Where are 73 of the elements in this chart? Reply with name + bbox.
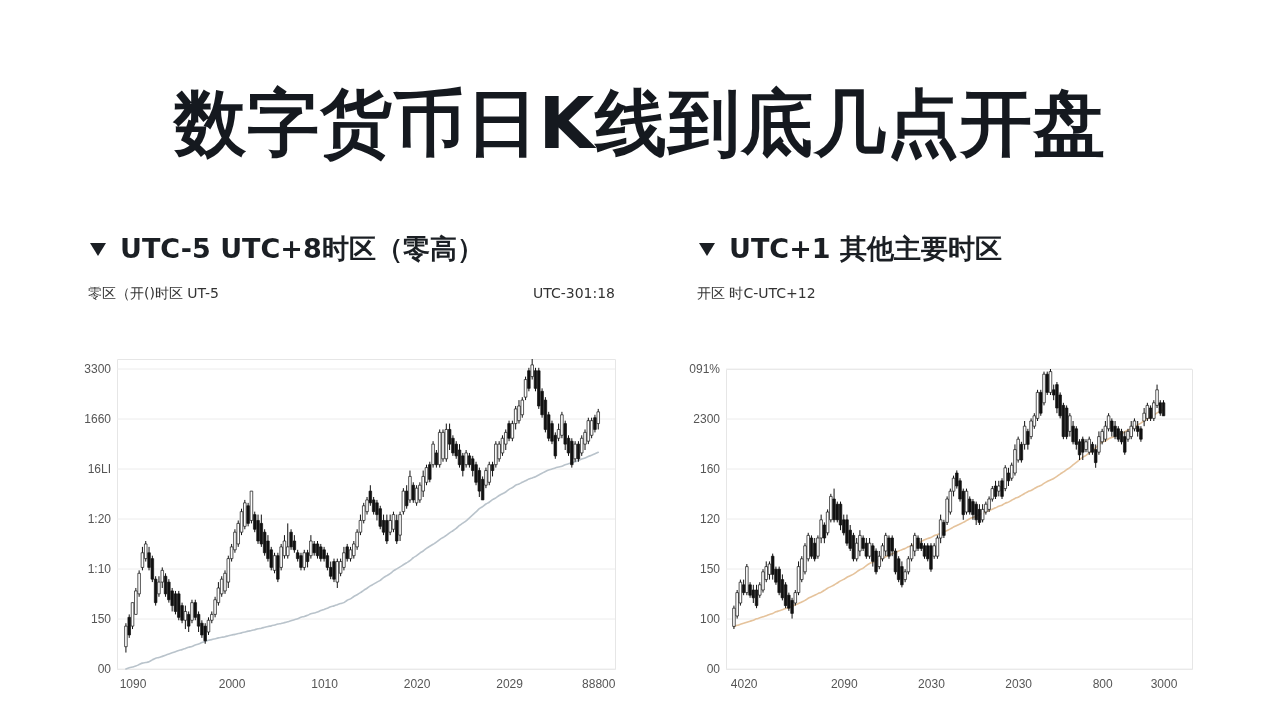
candlestick	[183, 605, 188, 630]
candlestick	[177, 590, 181, 621]
text: 1:20	[87, 512, 112, 526]
x-tick-label: 2090	[830, 676, 858, 691]
candlestick	[767, 560, 772, 581]
candlestick	[1048, 368, 1053, 396]
chart-subtitle: 开区 时C-UTC+12	[697, 284, 816, 303]
candlestick	[777, 566, 781, 596]
candlestick	[570, 437, 574, 469]
x-tick-label: 2000	[218, 676, 246, 691]
candlestick	[751, 584, 755, 604]
text: 091%	[689, 362, 721, 376]
candlestick	[838, 501, 843, 531]
text: 160	[699, 462, 721, 476]
chart-title: UTC-5 UTC+8时区（零高）	[120, 232, 484, 266]
text: 150	[699, 562, 721, 576]
text: UTC-301:18	[532, 284, 615, 303]
candlestick	[1110, 417, 1114, 438]
candlestick	[974, 501, 978, 526]
candlestick	[1006, 467, 1011, 487]
candlestick	[832, 488, 836, 523]
chart-title: UTC+1 其他主要时区	[729, 232, 1002, 266]
text: 150	[90, 612, 112, 626]
candlestick	[964, 488, 969, 516]
candlestick	[977, 503, 982, 526]
text: 120	[699, 512, 721, 526]
candlestick	[1142, 407, 1146, 427]
candlestick	[968, 495, 972, 516]
candlestick	[173, 590, 178, 615]
chart-subtitle: 零区（开()时区 UT-5	[88, 284, 219, 303]
text: 00	[97, 662, 112, 676]
x-tick-label: 1090	[119, 676, 147, 691]
x-tick-label: 2020	[403, 676, 431, 691]
x-tick-label: 88800	[582, 676, 616, 691]
text: 1660	[84, 412, 112, 426]
candlestick	[887, 534, 891, 560]
text: 1:10	[87, 562, 112, 576]
x-tick-label: 1010	[311, 676, 339, 691]
candlestick	[1113, 420, 1117, 440]
candlestick	[256, 514, 260, 545]
candlestick	[286, 522, 290, 560]
candlestick	[573, 440, 577, 463]
candlestick	[771, 553, 775, 581]
x-tick-label: 2030	[1005, 676, 1033, 691]
candlestick	[517, 399, 521, 425]
candlestick	[589, 417, 594, 439]
candlestick	[385, 514, 389, 545]
candlestick	[971, 498, 975, 521]
text: 2300	[693, 412, 721, 426]
candlestick	[395, 514, 399, 545]
candlestick	[845, 514, 849, 547]
x-tick-label: 800	[1092, 676, 1113, 691]
text: 00	[706, 662, 721, 676]
candlestick	[884, 532, 888, 557]
candlestick	[874, 547, 878, 575]
x-tick-label: 2030	[918, 676, 946, 691]
candlestick	[414, 484, 419, 507]
text: 数字货币日K线到底几点开盘	[172, 80, 1108, 167]
candlestick	[487, 461, 491, 486]
text: 3300	[84, 362, 112, 376]
candlestick	[835, 501, 839, 523]
text: 100	[699, 612, 721, 626]
candlestick	[335, 558, 339, 589]
text: 16LI	[87, 462, 111, 476]
candlestick	[596, 408, 600, 430]
candlestick	[1129, 420, 1133, 440]
candlestick	[864, 537, 869, 560]
x-tick-label: 2029	[496, 676, 524, 691]
x-tick-label: 3000	[1150, 676, 1178, 691]
x-tick-label: 4020	[730, 676, 758, 691]
candlestick	[813, 537, 817, 562]
candlestick	[754, 584, 759, 609]
candlestick	[809, 534, 814, 560]
